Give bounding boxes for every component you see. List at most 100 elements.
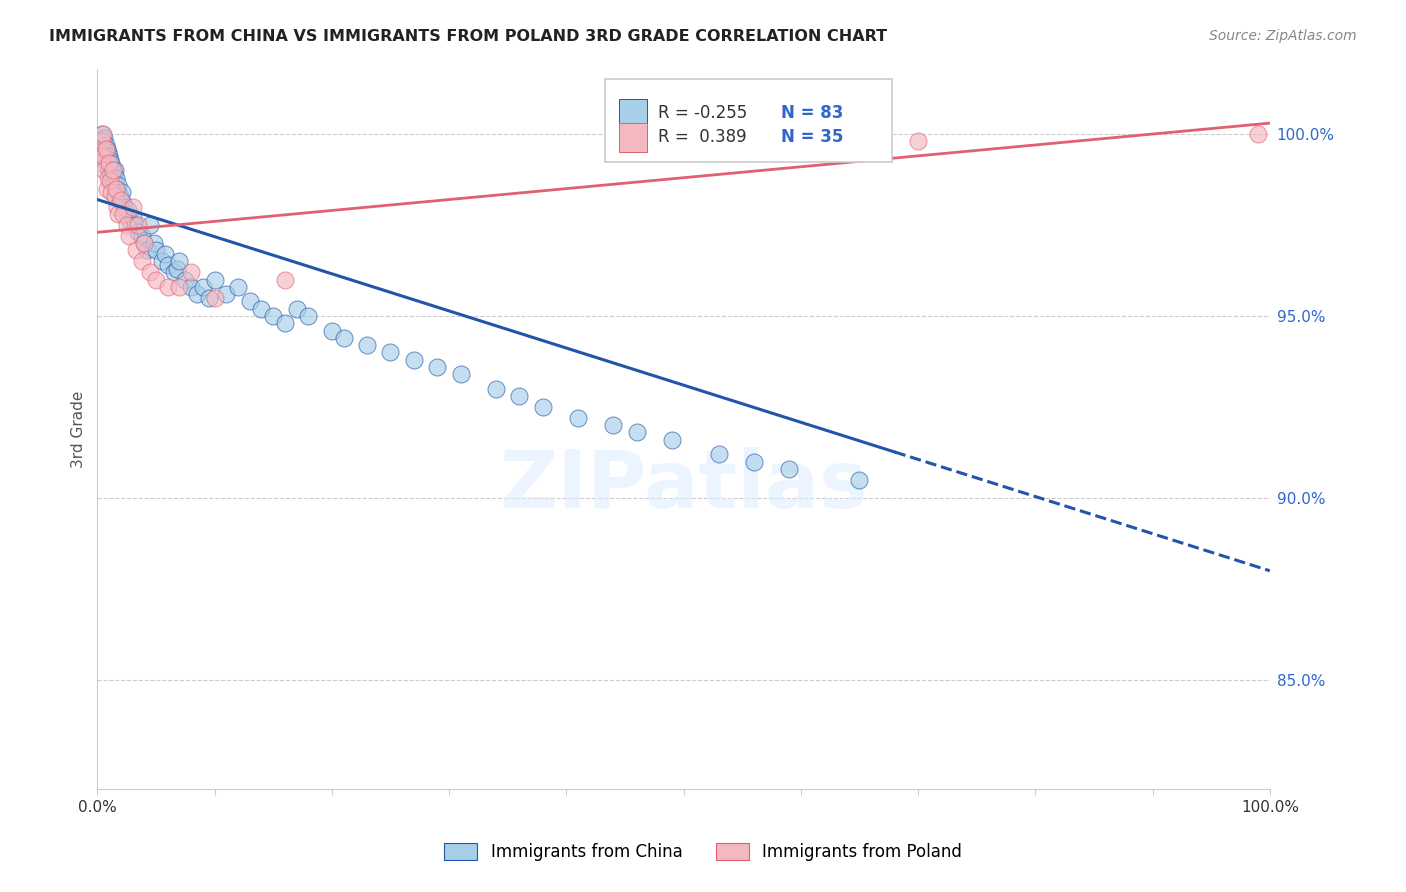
Point bbox=[91, 145, 114, 160]
Point bbox=[98, 153, 121, 167]
Point bbox=[101, 163, 124, 178]
Point bbox=[356, 338, 378, 352]
Point bbox=[426, 359, 449, 374]
Point bbox=[98, 174, 121, 188]
Point bbox=[204, 272, 226, 286]
Point bbox=[127, 218, 149, 232]
Point bbox=[166, 261, 188, 276]
Point bbox=[134, 236, 156, 251]
Text: N = 83: N = 83 bbox=[780, 104, 844, 122]
Point bbox=[97, 145, 120, 160]
Point bbox=[112, 196, 135, 211]
FancyBboxPatch shape bbox=[605, 79, 893, 162]
Point bbox=[131, 229, 153, 244]
Point bbox=[145, 272, 167, 286]
Point bbox=[134, 236, 156, 251]
Point bbox=[907, 134, 929, 148]
Point bbox=[89, 145, 111, 160]
Point bbox=[110, 193, 132, 207]
Point bbox=[626, 425, 648, 440]
Text: Source: ZipAtlas.com: Source: ZipAtlas.com bbox=[1209, 29, 1357, 43]
Point bbox=[118, 229, 141, 244]
Text: R = -0.255: R = -0.255 bbox=[658, 104, 747, 122]
Point bbox=[111, 186, 134, 200]
Text: N = 35: N = 35 bbox=[780, 128, 844, 146]
Point bbox=[332, 331, 354, 345]
Point bbox=[131, 254, 153, 268]
Point bbox=[274, 272, 297, 286]
Point bbox=[508, 389, 530, 403]
Point bbox=[197, 291, 219, 305]
Point bbox=[91, 149, 114, 163]
Point bbox=[96, 181, 118, 195]
Point bbox=[402, 352, 425, 367]
Point bbox=[105, 200, 128, 214]
Point bbox=[105, 181, 128, 195]
Point bbox=[239, 294, 262, 309]
Point bbox=[112, 207, 135, 221]
Point bbox=[169, 254, 191, 268]
FancyBboxPatch shape bbox=[619, 99, 647, 128]
Point bbox=[100, 186, 122, 200]
Point bbox=[262, 309, 284, 323]
Point bbox=[450, 368, 472, 382]
Point bbox=[150, 254, 173, 268]
Point bbox=[156, 258, 179, 272]
Point bbox=[531, 400, 554, 414]
Point bbox=[602, 418, 624, 433]
Point bbox=[707, 447, 730, 461]
Point bbox=[1247, 127, 1270, 141]
Point bbox=[110, 193, 132, 207]
Point bbox=[139, 218, 162, 232]
Point bbox=[180, 280, 202, 294]
Point bbox=[204, 291, 226, 305]
Point bbox=[108, 189, 131, 203]
Point bbox=[100, 170, 122, 185]
Point bbox=[89, 134, 111, 148]
Point bbox=[90, 137, 112, 152]
Point bbox=[97, 170, 120, 185]
Point bbox=[162, 265, 184, 279]
Text: IMMIGRANTS FROM CHINA VS IMMIGRANTS FROM POLAND 3RD GRADE CORRELATION CHART: IMMIGRANTS FROM CHINA VS IMMIGRANTS FROM… bbox=[49, 29, 887, 44]
Point bbox=[778, 462, 800, 476]
Point bbox=[145, 244, 167, 258]
Point bbox=[120, 214, 142, 228]
Point bbox=[297, 309, 319, 323]
Point bbox=[94, 137, 117, 152]
Point bbox=[742, 454, 765, 468]
Point bbox=[103, 178, 125, 192]
Point bbox=[142, 236, 165, 251]
Point bbox=[124, 218, 146, 232]
Point bbox=[274, 316, 297, 330]
Point bbox=[174, 272, 197, 286]
Text: ZIPatlas: ZIPatlas bbox=[499, 448, 868, 525]
Point bbox=[93, 130, 115, 145]
Point bbox=[94, 142, 117, 156]
Point bbox=[661, 433, 683, 447]
Point bbox=[117, 203, 139, 218]
Point bbox=[380, 345, 402, 359]
Point bbox=[103, 167, 125, 181]
Point bbox=[567, 411, 589, 425]
Point bbox=[105, 181, 128, 195]
Point bbox=[180, 265, 202, 279]
Point bbox=[848, 473, 870, 487]
Point bbox=[90, 156, 112, 170]
Legend: Immigrants from China, Immigrants from Poland: Immigrants from China, Immigrants from P… bbox=[437, 836, 969, 868]
Point bbox=[101, 174, 124, 188]
Point bbox=[91, 142, 114, 156]
Text: R =  0.389: R = 0.389 bbox=[658, 128, 747, 146]
Point bbox=[96, 142, 118, 156]
Point bbox=[91, 134, 114, 148]
Y-axis label: 3rd Grade: 3rd Grade bbox=[72, 390, 86, 467]
Point bbox=[135, 244, 157, 258]
Point bbox=[91, 127, 114, 141]
Point bbox=[97, 160, 120, 174]
Point bbox=[115, 207, 138, 221]
Point bbox=[115, 218, 138, 232]
Point bbox=[98, 149, 121, 163]
Point bbox=[139, 265, 162, 279]
Point bbox=[215, 287, 238, 301]
Point bbox=[93, 163, 115, 178]
Point bbox=[101, 163, 124, 178]
